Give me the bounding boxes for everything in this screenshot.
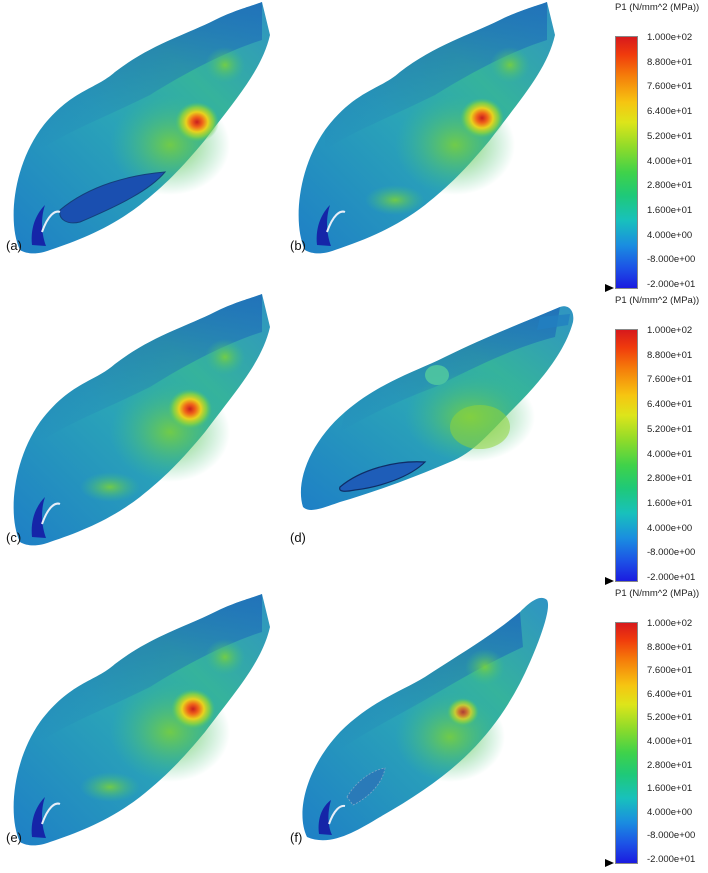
legend-tick-label: 7.600e+01 — [647, 665, 693, 677]
legend-tick-label: -2.000e+01 — [647, 854, 696, 865]
stress-plot-f — [302, 597, 549, 841]
legend-tick-label: 7.600e+01 — [647, 374, 693, 386]
min-marker-arrow-icon — [605, 859, 614, 867]
legend-row-2: P1 (N/mm^2 (MPa)) 1.000e+02 8.800e+01 7.60… — [605, 295, 705, 587]
legend-tick-label: 4.000e+00 — [647, 806, 693, 818]
legend-tick-label: 2.800e+01 — [647, 759, 693, 771]
legend-tick-label: -8.000e+00 — [647, 830, 696, 842]
legend-tick-label: 6.400e+01 — [647, 399, 693, 411]
panel-label-e: (e) — [6, 830, 22, 845]
panel-label-d: (d) — [290, 530, 306, 545]
legend-tick-label: 1.600e+01 — [647, 204, 693, 216]
min-marker-arrow-icon — [605, 284, 614, 292]
colorbar — [615, 36, 638, 289]
legend-tick-label: 2.800e+01 — [647, 473, 693, 485]
panel-label-c: (c) — [6, 530, 22, 545]
legend-tick-label: 4.000e+01 — [647, 448, 693, 460]
legend-tick-label: 8.800e+01 — [647, 641, 693, 653]
legend-tick-label: 1.000e+02 — [647, 32, 693, 43]
colorbar — [615, 622, 638, 864]
stress-plot-c — [13, 294, 271, 546]
legend-tick-label: 5.200e+01 — [647, 423, 693, 435]
colorbar — [615, 329, 638, 582]
legend-tick-label: 5.200e+01 — [647, 130, 693, 142]
legend-tick-label: 4.000e+01 — [647, 155, 693, 167]
legend-title: P1 (N/mm^2 (MPa)) — [615, 2, 700, 13]
legend-tick-label: 6.400e+01 — [647, 688, 693, 700]
legend-tick-label: 1.000e+02 — [647, 618, 693, 629]
panel-b: (b) — [285, 0, 585, 265]
panel-d: (d) — [285, 292, 595, 557]
legend-tick-label: -2.000e+01 — [647, 572, 696, 583]
legend-tick-label: -8.000e+00 — [647, 254, 696, 266]
panel-label-b: (b) — [290, 238, 306, 253]
min-marker-arrow-icon — [605, 577, 614, 585]
legend-tick-label: 8.800e+01 — [647, 349, 693, 361]
legend-tick-label: 1.600e+01 — [647, 783, 693, 795]
panel-a: (a) — [0, 0, 300, 265]
legend-tick-label: 2.800e+01 — [647, 180, 693, 192]
legend-title: P1 (N/mm^2 (MPa)) — [615, 588, 700, 599]
legend-tick-label: 6.400e+01 — [647, 106, 693, 118]
panel-c: (c) — [0, 292, 300, 557]
legend-row-3: P1 (N/mm^2 (MPa)) 1.000e+02 8.800e+01 7.60… — [605, 588, 705, 873]
stress-plot-e — [13, 594, 271, 846]
panel-label-a: (a) — [6, 238, 22, 253]
legend-title: P1 (N/mm^2 (MPa)) — [615, 295, 700, 306]
stress-plot-d — [300, 306, 574, 510]
legend-tick-label: 8.800e+01 — [647, 56, 693, 68]
panel-f: (f) — [285, 592, 585, 857]
panel-e: (e) — [0, 592, 300, 857]
stress-plot-a — [13, 2, 271, 254]
legend-tick-label: -8.000e+00 — [647, 547, 696, 559]
legend-tick-label: 5.200e+01 — [647, 712, 693, 724]
legend-tick-label: 1.000e+02 — [647, 325, 693, 336]
legend-tick-label: 1.600e+01 — [647, 497, 693, 509]
stress-plot-b — [298, 2, 555, 254]
legend-tick-label: 4.000e+01 — [647, 736, 693, 747]
legend-tick-label: -2.000e+01 — [647, 279, 696, 290]
legend-tick-label: 4.000e+00 — [647, 229, 693, 241]
legend-tick-label: 7.600e+01 — [647, 81, 693, 93]
legend-tick-label: 4.000e+00 — [647, 522, 693, 534]
panel-label-f: (f) — [290, 830, 303, 845]
legend-row-1: P1 (N/mm^2 (MPa)) 1.000e+02 8.800e+01 7.60… — [605, 2, 705, 294]
